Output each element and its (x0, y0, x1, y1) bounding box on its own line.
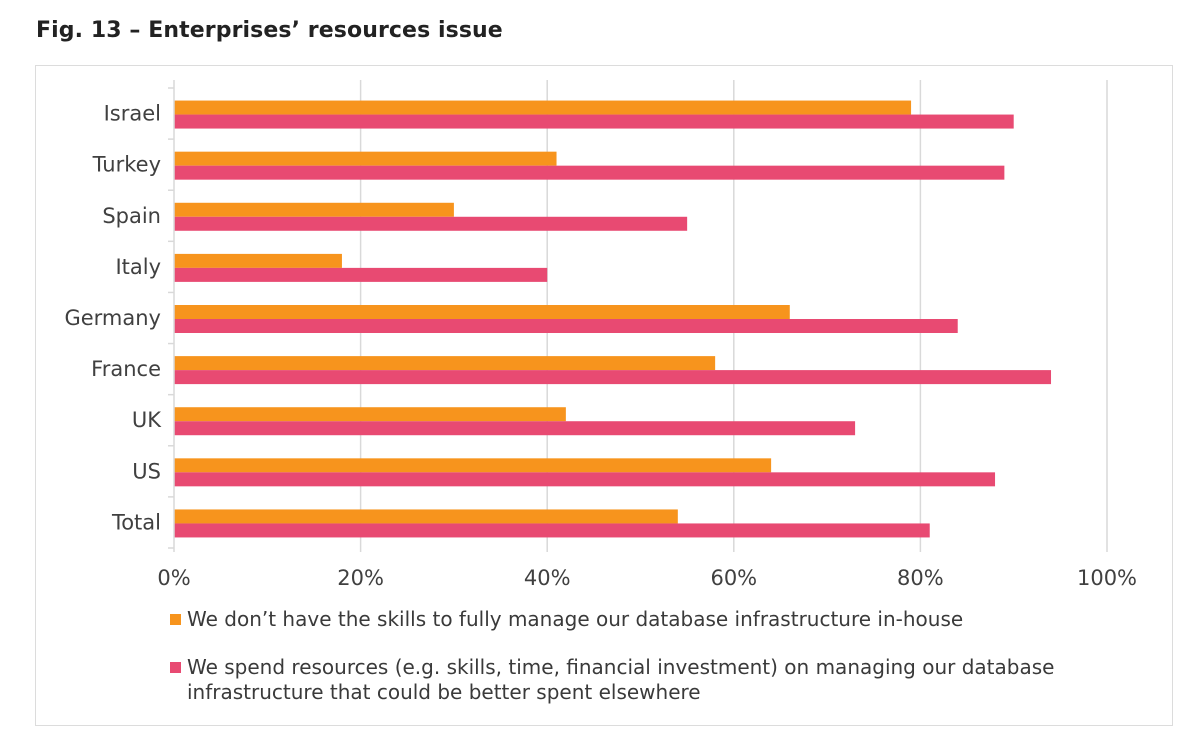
bar-skills (174, 100, 912, 115)
x-tick-label: 20% (337, 566, 384, 590)
bar-resources (174, 165, 1005, 180)
category-label: UK (132, 408, 162, 432)
bar-skills (174, 151, 557, 166)
bar-resources (174, 319, 958, 333)
chart-frame (35, 65, 1173, 726)
category-label: Turkey (92, 153, 161, 177)
legend-label-resources-line1: We spend resources (e.g. skills, time, f… (187, 655, 1055, 679)
bar-resources (174, 370, 1052, 385)
bar-resources (174, 523, 930, 538)
x-tick-label: 60% (710, 566, 757, 590)
bar-skills (174, 356, 716, 371)
category-label: Germany (64, 306, 161, 330)
x-tick-label: 40% (524, 566, 571, 590)
bar-skills (174, 202, 454, 217)
category-label: Total (111, 510, 161, 534)
legend-item-skills: We don’t have the skills to fully manage… (170, 607, 963, 632)
category-label: France (91, 357, 161, 381)
category-label: Israel (104, 102, 161, 126)
bar-skills (174, 305, 790, 319)
bar-resources (174, 114, 1014, 129)
category-label: Spain (102, 204, 161, 228)
bar-skills (174, 458, 772, 473)
x-tick-label: 0% (157, 566, 190, 590)
x-tick-label: 80% (897, 566, 944, 590)
legend-swatch-skills (170, 614, 181, 625)
bar-skills (174, 509, 678, 524)
figure-title: Fig. 13 – Enterprises’ resources issue (36, 18, 503, 43)
legend-label-skills: We don’t have the skills to fully manage… (187, 607, 964, 631)
legend-label-resources-line2: infrastructure that could be better spen… (187, 680, 701, 704)
bar-resources (174, 472, 996, 487)
bar-resources (174, 421, 856, 436)
bar-resources (174, 216, 688, 231)
bar-skills (174, 407, 566, 422)
x-tick-label: 100% (1077, 566, 1137, 590)
legend-item-resources: We spend resources (e.g. skills, time, f… (170, 655, 1054, 705)
bar-resources (174, 267, 548, 282)
legend-swatch-resources (170, 662, 181, 673)
bar-skills (174, 253, 342, 268)
category-label: US (132, 459, 161, 483)
category-label: Italy (115, 255, 161, 279)
